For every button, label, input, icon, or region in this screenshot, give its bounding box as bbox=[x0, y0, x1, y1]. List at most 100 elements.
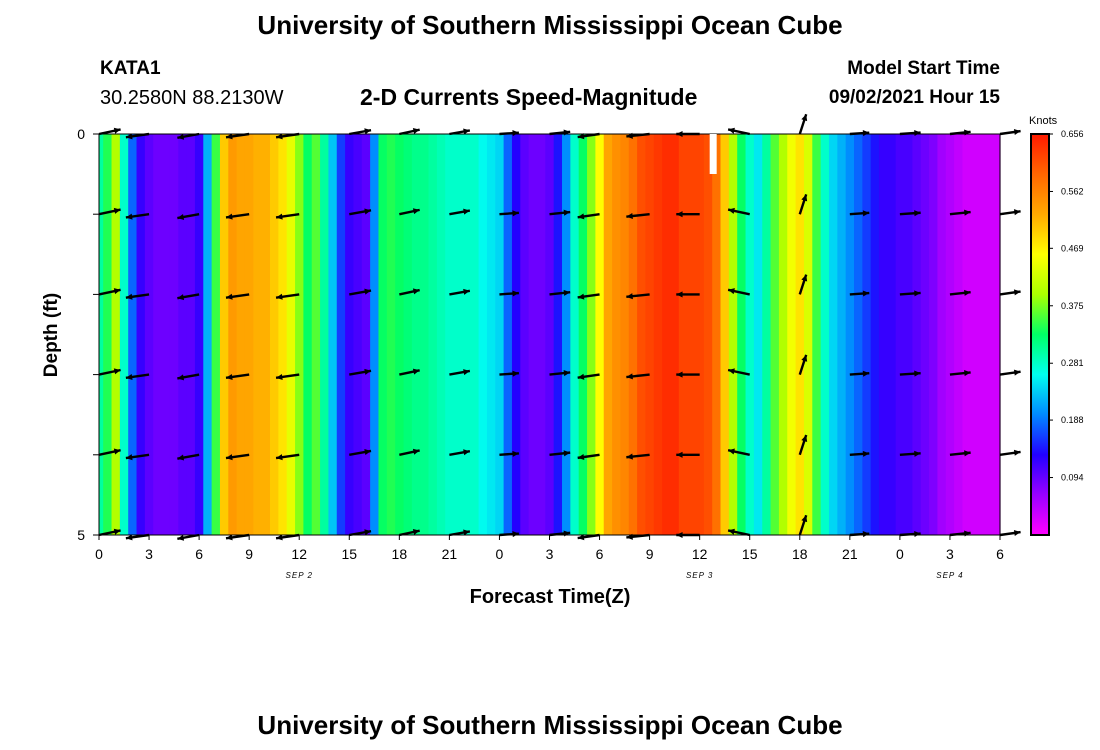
current-vector bbox=[225, 132, 250, 140]
vector-head bbox=[125, 373, 133, 380]
heatmap-cell bbox=[478, 134, 488, 535]
vector-head bbox=[364, 208, 372, 215]
heatmap-cell bbox=[144, 134, 154, 535]
current-vector bbox=[349, 449, 372, 456]
current-vector bbox=[798, 514, 808, 536]
heatmap-cell bbox=[887, 134, 897, 535]
vector-head bbox=[412, 208, 420, 215]
vector-head bbox=[862, 531, 870, 538]
vector-head bbox=[177, 133, 185, 140]
current-vector bbox=[399, 128, 420, 136]
current-vector bbox=[225, 533, 250, 541]
current-vector bbox=[349, 128, 372, 136]
current-vector bbox=[449, 288, 471, 296]
date-label: SEP 3 bbox=[686, 571, 713, 580]
heatmap-cell bbox=[812, 134, 822, 535]
heatmap-cell bbox=[687, 134, 697, 535]
vector-head bbox=[676, 291, 683, 298]
y-tick-label: 0 bbox=[77, 126, 85, 142]
vector-head bbox=[512, 130, 519, 137]
heatmap-cell bbox=[562, 134, 571, 535]
heatmap-cell bbox=[587, 134, 596, 535]
current-vector bbox=[449, 208, 471, 216]
current-vector bbox=[275, 293, 300, 300]
heatmap-cell bbox=[987, 134, 997, 535]
vector-head bbox=[177, 294, 185, 301]
vector-head bbox=[463, 529, 470, 536]
vector-head bbox=[364, 288, 372, 295]
heatmap-cell bbox=[787, 134, 797, 535]
heatmap-cell bbox=[161, 134, 171, 535]
vector-field bbox=[98, 113, 1021, 541]
current-vector bbox=[275, 132, 300, 140]
vector-head bbox=[276, 534, 283, 541]
vector-head bbox=[626, 373, 633, 380]
current-vector bbox=[177, 213, 200, 220]
current-vector bbox=[949, 129, 971, 136]
vector-head bbox=[914, 370, 921, 377]
vector-head bbox=[862, 450, 870, 457]
vector-head bbox=[125, 534, 133, 541]
current-vector bbox=[125, 453, 150, 461]
current-vector bbox=[949, 370, 971, 377]
vector-head bbox=[563, 450, 571, 457]
current-vector bbox=[949, 530, 971, 537]
x-tick-label: 12 bbox=[692, 546, 708, 562]
current-vector bbox=[798, 194, 808, 215]
vector-head bbox=[113, 207, 121, 214]
heatmap-cell bbox=[453, 134, 463, 535]
heatmap-cell bbox=[436, 134, 446, 535]
page-title: University of Southern Mississippi Ocean… bbox=[257, 10, 843, 40]
current-vector bbox=[98, 368, 121, 376]
current-vector bbox=[399, 288, 420, 296]
current-vector bbox=[999, 128, 1021, 136]
vector-head bbox=[563, 129, 571, 136]
current-vector bbox=[275, 453, 300, 461]
heatmap-cell bbox=[211, 134, 221, 535]
current-vector bbox=[177, 132, 200, 140]
x-tick-label: 21 bbox=[442, 546, 458, 562]
vector-head bbox=[225, 293, 233, 300]
vector-head bbox=[626, 132, 633, 139]
vector-head bbox=[125, 293, 133, 300]
current-vector bbox=[275, 533, 300, 541]
heatmap-cell bbox=[828, 134, 838, 535]
heatmap-cell bbox=[820, 134, 830, 535]
vector-head bbox=[801, 515, 808, 523]
date-label: SEP 2 bbox=[286, 571, 313, 580]
chart-subtitle: 2-D Currents Speed-Magnitude bbox=[360, 84, 698, 110]
vector-head bbox=[676, 531, 683, 539]
x-tick-label: 0 bbox=[95, 546, 103, 562]
vector-head bbox=[728, 288, 735, 295]
current-vector bbox=[798, 354, 808, 375]
vector-head bbox=[177, 374, 185, 381]
model-start-value: 09/02/2021 Hour 15 bbox=[828, 87, 1000, 108]
heatmap-cell bbox=[361, 134, 371, 535]
heatmap-cell bbox=[962, 134, 972, 535]
current-vector bbox=[549, 370, 571, 377]
vector-head bbox=[276, 373, 283, 380]
vector-head bbox=[676, 451, 683, 458]
vector-head bbox=[577, 133, 585, 140]
vector-head bbox=[1013, 209, 1021, 216]
heatmap-cell bbox=[728, 134, 738, 535]
current-vector bbox=[849, 290, 870, 297]
current-vector bbox=[849, 450, 870, 457]
x-tick-label: 21 bbox=[842, 546, 858, 562]
heatmap-cell bbox=[770, 134, 780, 535]
vector-head bbox=[412, 448, 420, 455]
vector-head bbox=[577, 213, 585, 220]
current-vector bbox=[499, 370, 519, 377]
current-vector bbox=[449, 529, 471, 537]
vector-head bbox=[801, 114, 808, 122]
current-vector bbox=[225, 213, 250, 220]
x-tick-label: 18 bbox=[792, 546, 808, 562]
heatmap-cell bbox=[603, 134, 613, 535]
vector-head bbox=[964, 289, 971, 296]
current-vector bbox=[949, 450, 971, 457]
current-vector bbox=[98, 288, 121, 296]
heatmap-cell bbox=[470, 134, 480, 535]
current-vector bbox=[275, 373, 300, 380]
vector-head bbox=[177, 534, 185, 541]
